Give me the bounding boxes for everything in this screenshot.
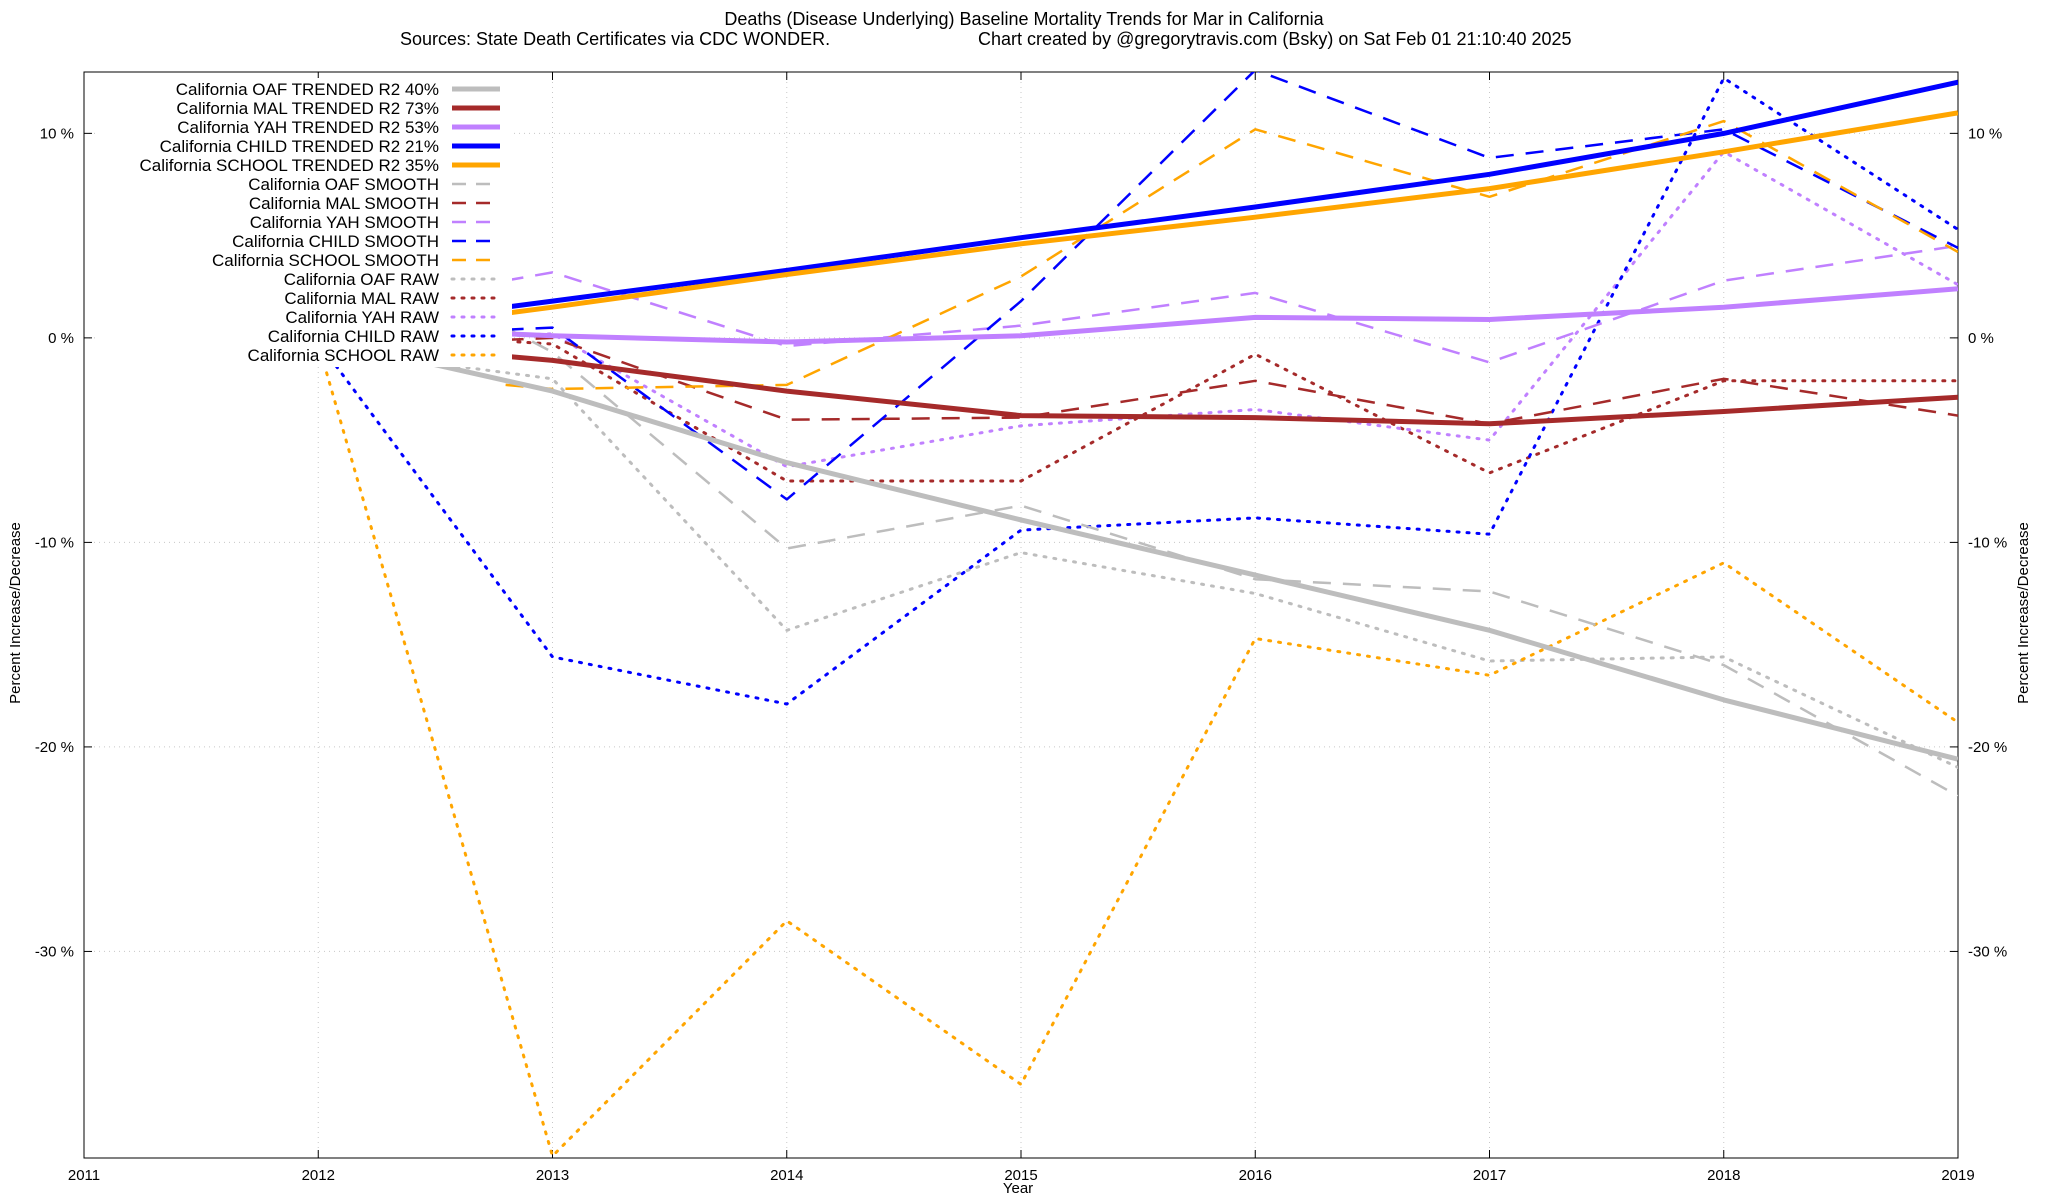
series-lines: [316, 72, 1958, 1158]
chart-subtitle-source: Sources: State Death Certificates via CD…: [400, 29, 830, 49]
legend-label: California MAL RAW: [284, 289, 439, 308]
legend-label: California CHILD TRENDED R2 21%: [160, 137, 439, 156]
legend-label: California SCHOOL RAW: [248, 346, 439, 365]
x-tick-label: 2016: [1239, 1167, 1272, 1184]
series-line-school-raw: [316, 342, 1958, 1158]
y-tick-label-right: 0 %: [1968, 330, 1994, 347]
y-tick-label-right: 10 %: [1968, 125, 2002, 142]
legend-label: California OAF SMOOTH: [248, 175, 439, 194]
series-line-school-smooth: [505, 119, 1958, 391]
legend-label: California MAL TRENDED R2 73%: [176, 99, 439, 118]
y-tick-label-left: -10 %: [35, 534, 74, 551]
axis-ticks: 2011 2012 2013 2014 2015 2016 2017 2018 2019 10 %…: [35, 72, 2007, 1184]
y-tick-label-left: 10 %: [40, 125, 74, 142]
y-tick-label-left: 0 %: [48, 330, 74, 347]
legend-label: California SCHOOL TRENDED R2 35%: [140, 156, 439, 175]
x-tick-label: 2018: [1707, 1167, 1740, 1184]
chart-subtitle-credit: Chart created by @gregorytravis.com (Bsk…: [978, 29, 1572, 49]
legend-label: California OAF TRENDED R2 40%: [176, 80, 439, 99]
x-tick-label: 2015: [1004, 1167, 1037, 1184]
legend-label: California SCHOOL SMOOTH: [212, 251, 439, 270]
series-line-mal-trended: [505, 353, 1958, 427]
y-tick-label-left: -20 %: [35, 739, 74, 756]
chart-title: Deaths (Disease Underlying) Baseline Mor…: [724, 9, 1324, 29]
series-line-yah-smooth: [505, 244, 1958, 364]
legend-label: California MAL SMOOTH: [249, 194, 439, 213]
series-line-school-trended: [505, 110, 1958, 316]
legend-label: California CHILD SMOOTH: [232, 232, 439, 251]
y-tick-label-left: -30 %: [35, 943, 74, 960]
x-tick-label: 2013: [536, 1167, 569, 1184]
series-line-yah-trended: [505, 286, 1958, 345]
x-tick-label: 2011: [68, 1167, 100, 1184]
x-tick-label: 2017: [1473, 1167, 1506, 1184]
legend-label: California CHILD RAW: [268, 327, 439, 346]
legend: California OAF TRENDED R2 40%California …: [96, 78, 512, 367]
series-line-child-trended: [505, 79, 1958, 310]
y-axis-label-right: Percent Increase/Decrease: [2015, 522, 2032, 704]
y-axis-label-left: Percent Increase/Decrease: [7, 522, 24, 704]
series-line-mal-smooth: [505, 336, 1958, 426]
series-line-oaf-smooth: [505, 326, 1958, 798]
legend-label: California YAH RAW: [285, 308, 439, 327]
series-line-oaf-trended: [387, 351, 1958, 762]
x-tick-label: 2012: [302, 1167, 335, 1184]
x-axis-label: Year: [1003, 1180, 1033, 1197]
legend-label: California YAH SMOOTH: [250, 213, 439, 232]
grid-lines: [84, 72, 1958, 1158]
series-line-oaf-raw: [316, 346, 1958, 769]
x-tick-label: 2014: [770, 1167, 803, 1184]
y-tick-label-right: -10 %: [1968, 534, 2007, 551]
legend-label: California OAF RAW: [284, 270, 439, 289]
x-tick-label: 2019: [1941, 1167, 1974, 1184]
y-tick-label-right: -20 %: [1968, 739, 2007, 756]
legend-label: California YAH TRENDED R2 53%: [177, 118, 439, 137]
series-line-mal-raw: [316, 328, 1958, 483]
series-line-child-raw: [316, 76, 1958, 706]
y-tick-label-right: -30 %: [1968, 943, 2007, 960]
legend-background: [96, 78, 512, 367]
